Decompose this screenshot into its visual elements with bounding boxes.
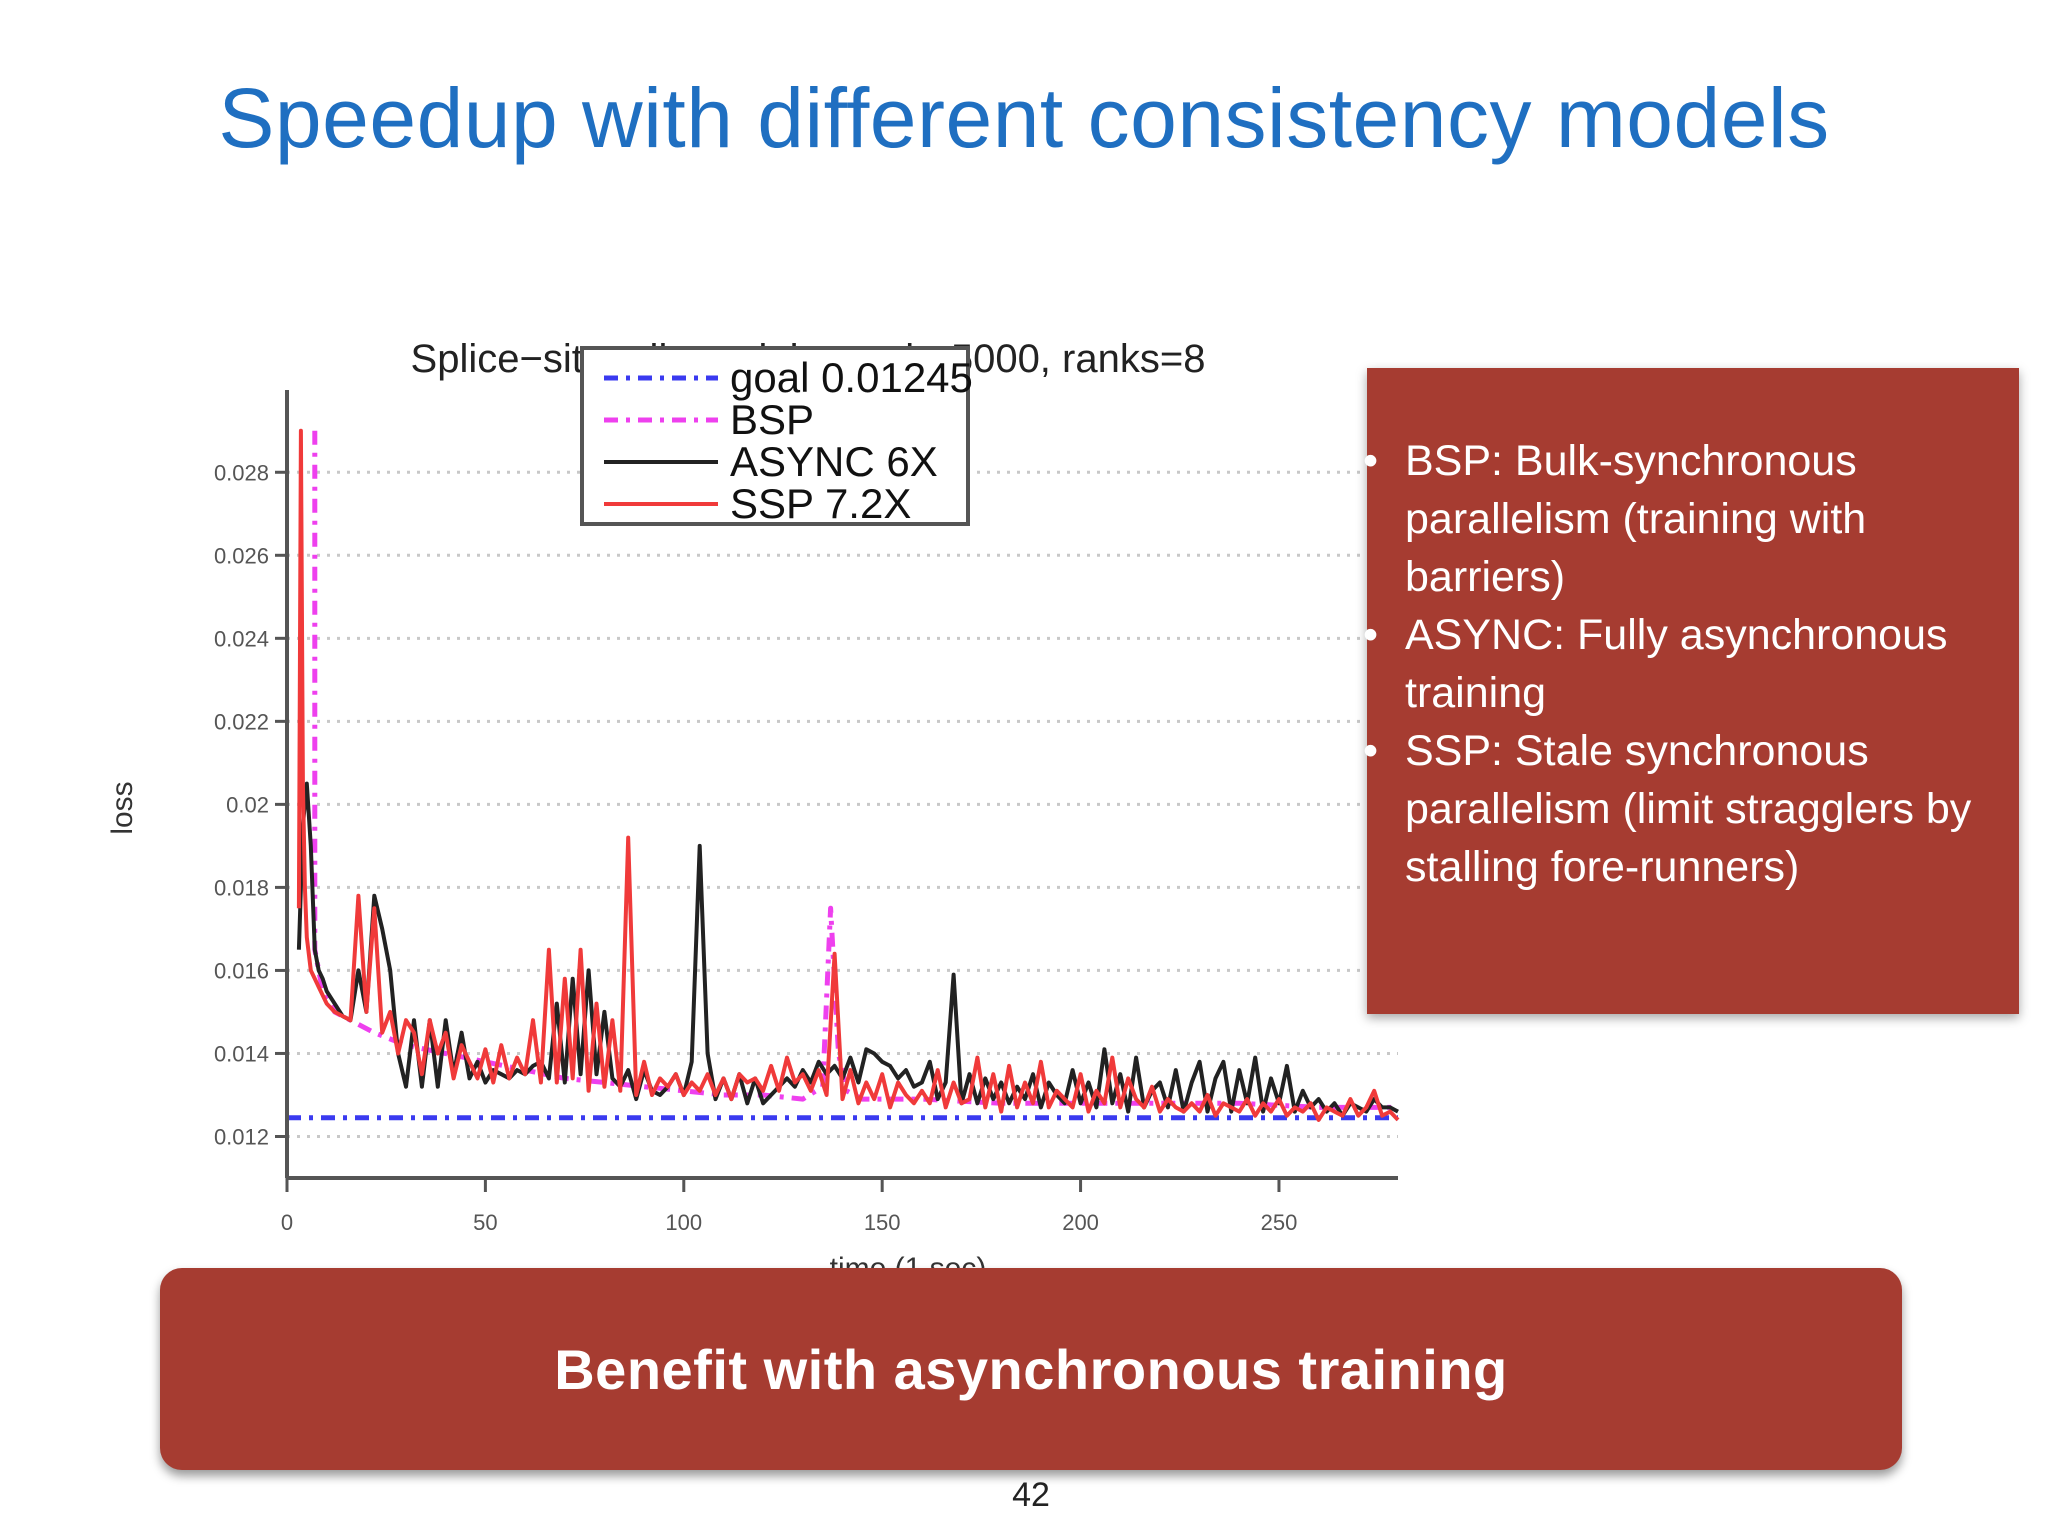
y-tick-label: 0.022 — [214, 709, 269, 734]
info-box: BSP: Bulk-synchronous parallelism (train… — [1363, 368, 2019, 1014]
y-tick-label: 0.024 — [214, 626, 269, 651]
x-tick-label: 100 — [665, 1210, 702, 1235]
x-tick-label: 0 — [281, 1210, 293, 1235]
banner-text: Benefit with asynchronous training — [554, 1337, 1508, 1401]
series-line-1 — [312, 430, 1398, 1110]
y-tick-label: 0.02 — [226, 792, 269, 817]
series-line-3 — [296, 428, 1400, 1122]
x-tick-label: 50 — [473, 1210, 497, 1235]
bullet-list: BSP: Bulk-synchronous parallelism (train… — [1363, 432, 2009, 896]
legend-label: SSP 7.2X — [730, 480, 911, 527]
ticks-layer: 0.012 0.014 0.016 0.018 0.02 0.022 0.024 0.026 0… — [214, 460, 1297, 1235]
x-tick-label: 150 — [864, 1210, 901, 1235]
loss-chart: Splice−site, all, modelavg, cb=5000, ran… — [90, 320, 1420, 1280]
grid-layer — [287, 470, 1398, 1138]
series-layer — [287, 428, 1400, 1122]
series-line-2 — [296, 781, 1399, 1118]
y-tick-label: 0.018 — [214, 875, 269, 900]
y-tick-label: 0.014 — [214, 1041, 269, 1066]
y-tick-label: 0.012 — [214, 1124, 269, 1149]
y-tick-label: 0.026 — [214, 543, 269, 568]
x-tick-label: 250 — [1261, 1210, 1298, 1235]
bullet-async: ASYNC: Fully asynchronous training — [1363, 606, 2009, 722]
legend-label: goal 0.01245 — [730, 354, 973, 401]
conclusion-banner: Benefit with asynchronous training — [160, 1268, 1902, 1470]
legend-label: ASYNC 6X — [730, 438, 938, 485]
slide-title: Speedup with different consistency model… — [218, 71, 1830, 165]
x-tick-label: 200 — [1062, 1210, 1099, 1235]
page-number: 42 — [1012, 1476, 1050, 1514]
y-tick-label: 0.028 — [214, 460, 269, 485]
loss-chart-svg: Splice−site, all, modelavg, cb=5000, ran… — [106, 337, 1400, 1280]
legend-label: BSP — [730, 396, 814, 443]
axes-layer — [285, 390, 1398, 1180]
y-tick-label: 0.016 — [214, 958, 269, 983]
bullet-ssp: SSP: Stale synchronous parallelism (limi… — [1363, 722, 2009, 896]
y-axis-label: loss — [106, 781, 139, 834]
bullet-bsp: BSP: Bulk-synchronous parallelism (train… — [1363, 432, 2009, 606]
